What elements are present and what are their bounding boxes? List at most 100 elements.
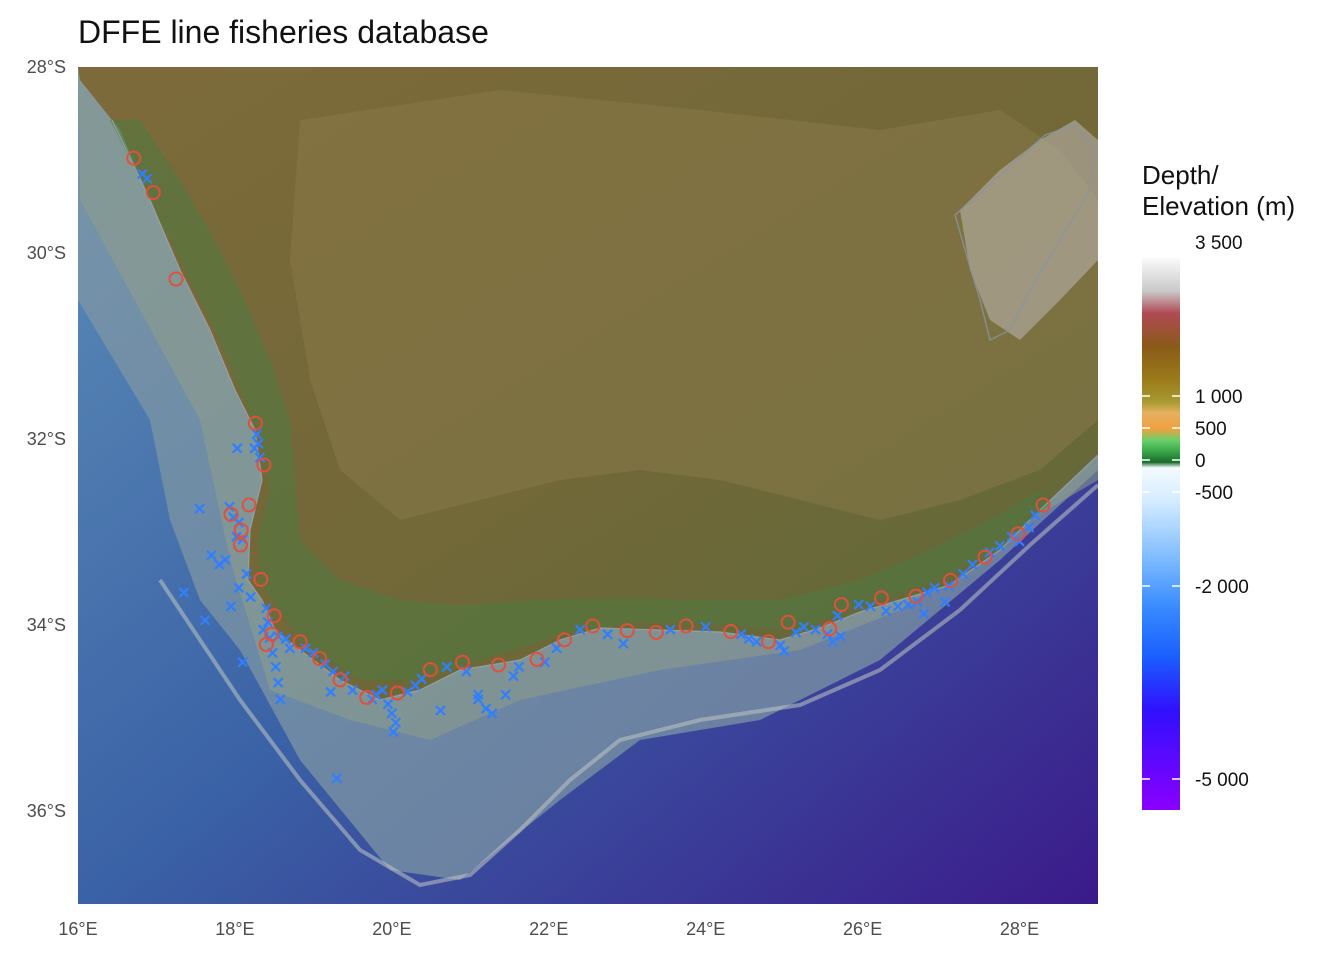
cross-marker (377, 684, 388, 696)
cross-marker (270, 661, 282, 673)
circle-marker (389, 685, 405, 701)
cross-marker (853, 599, 864, 610)
cross-marker (1023, 522, 1035, 533)
circle-marker (266, 608, 282, 624)
cross-marker (602, 629, 613, 640)
cross-marker (798, 621, 810, 633)
cross-marker (331, 773, 343, 784)
x-tick-label: 24°E (686, 919, 725, 939)
circle-marker (422, 662, 438, 678)
y-tick-label: 28°S (27, 57, 66, 77)
circle-marker (648, 624, 664, 640)
cross-marker (262, 616, 274, 628)
legend-label: 3 500 (1195, 233, 1243, 254)
cross-marker (178, 587, 190, 598)
cross-marker (280, 633, 292, 645)
cross-marker (390, 717, 402, 728)
x-tick-label: 22°E (529, 919, 568, 939)
cross-marker (194, 503, 205, 515)
cross-marker (574, 624, 586, 635)
circle-marker (168, 271, 184, 287)
y-tick-label: 36°S (27, 801, 66, 821)
circle-marker (1035, 497, 1051, 513)
cross-marker (308, 647, 319, 659)
cross-marker (199, 615, 211, 626)
cross-marker (539, 656, 551, 668)
cross-marker (254, 452, 266, 463)
circle-marker (312, 650, 328, 666)
circle-marker (822, 621, 838, 637)
cross-marker (251, 429, 263, 440)
y-tick-label: 32°S (27, 429, 66, 449)
cross-marker (225, 601, 237, 612)
cross-marker (774, 640, 786, 651)
y-tick-label: 30°S (27, 243, 66, 263)
cross-marker (388, 726, 399, 738)
cross-marker (347, 684, 358, 696)
cross-marker (832, 610, 843, 621)
x-tick-label: 28°E (1000, 919, 1039, 939)
agulhas-bank-edge (158, 483, 1098, 888)
cross-marker (275, 694, 286, 705)
cross-marker (441, 661, 453, 673)
y-tick-label: 34°S (27, 615, 66, 635)
cross-marker (918, 608, 930, 620)
legend-label: 500 (1195, 419, 1227, 440)
circle-marker (232, 537, 248, 553)
legend-ticks: 3 500 1 000 500 0 -500 -2 000 -5 000 (1142, 233, 1249, 791)
circle-marker (942, 572, 958, 588)
cross-marker (382, 698, 394, 710)
circle-marker (556, 632, 572, 648)
circle-marker (760, 634, 776, 650)
circle-marker (233, 522, 249, 538)
cross-marker (967, 559, 978, 570)
circle-marker (359, 690, 375, 706)
highlands-region (290, 90, 1098, 520)
cross-marker (827, 636, 839, 648)
circle-marker (585, 618, 601, 634)
circle-marker (223, 506, 239, 522)
cross-marker (1029, 509, 1041, 521)
circle-marker (873, 590, 889, 606)
cross-marker (213, 559, 225, 570)
legend-label: -2 000 (1195, 577, 1249, 598)
cross-marker (778, 645, 790, 657)
circle-marker (833, 597, 849, 613)
map-title: DFFE line fisheries database (78, 14, 489, 50)
cross-marker (618, 638, 629, 649)
circle-marker (619, 623, 635, 639)
cross-marker (272, 677, 284, 688)
x-tick-label: 20°E (372, 919, 411, 939)
cross-marker (249, 443, 260, 454)
cross-marker (865, 601, 876, 612)
cross-marker (386, 708, 398, 719)
legend-colorbar (1142, 258, 1180, 810)
cross-marker (231, 531, 242, 542)
cross-marker (921, 587, 933, 598)
cross-marker (743, 633, 755, 645)
cross-markers (137, 168, 1041, 784)
cross-marker (880, 605, 892, 617)
lesotho-border (954, 124, 1096, 342)
cross-marker (790, 627, 802, 638)
cross-marker (929, 582, 941, 594)
cross-marker (245, 591, 256, 603)
circle-marker (723, 624, 739, 640)
circle-marker (529, 651, 545, 667)
circle-marker (454, 654, 470, 670)
cross-marker (508, 670, 519, 682)
legend-label: 1 000 (1195, 387, 1243, 408)
y-axis-ticks: 28°S 30°S 32°S 34°S 36°S (27, 57, 66, 821)
map-panel (78, 67, 1098, 904)
circle-marker (256, 457, 272, 473)
cross-marker (472, 694, 484, 705)
legend-title: Depth/ Elevation (m) (1142, 160, 1295, 222)
cross-marker (994, 540, 1006, 552)
legend-label: -500 (1195, 483, 1233, 504)
cross-marker (435, 705, 446, 716)
x-tick-label: 18°E (215, 919, 254, 939)
legend-label: -5 000 (1195, 770, 1249, 791)
circle-marker (678, 618, 694, 634)
legend-title-line1: Depth/ (1142, 160, 1219, 190)
